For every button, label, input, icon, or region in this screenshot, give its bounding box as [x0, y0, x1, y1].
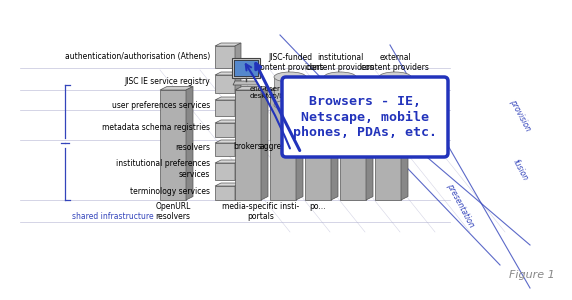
- Polygon shape: [235, 87, 267, 90]
- Text: institutional
content providers: institutional content providers: [306, 52, 374, 72]
- Polygon shape: [215, 120, 241, 123]
- Polygon shape: [324, 77, 356, 105]
- Polygon shape: [270, 90, 296, 200]
- Polygon shape: [296, 87, 302, 140]
- Polygon shape: [160, 86, 193, 90]
- Polygon shape: [401, 86, 408, 200]
- Polygon shape: [375, 90, 401, 200]
- Text: resolvers: resolvers: [175, 143, 210, 152]
- Polygon shape: [379, 77, 411, 105]
- Text: shared infrastructure: shared infrastructure: [72, 212, 154, 221]
- Polygon shape: [235, 97, 241, 116]
- Text: JISC-funded
content providers: JISC-funded content providers: [256, 52, 324, 72]
- Polygon shape: [232, 58, 260, 78]
- Polygon shape: [215, 123, 235, 137]
- Polygon shape: [215, 160, 241, 163]
- Text: end-user
desktop/browser: end-user desktop/browser: [250, 86, 308, 99]
- Text: JISC IE service registry: JISC IE service registry: [124, 77, 210, 86]
- Polygon shape: [235, 43, 241, 68]
- Polygon shape: [215, 97, 241, 100]
- Polygon shape: [215, 75, 235, 93]
- Polygon shape: [215, 72, 241, 75]
- Polygon shape: [235, 160, 241, 180]
- Polygon shape: [215, 43, 241, 46]
- Polygon shape: [366, 86, 373, 200]
- Polygon shape: [366, 87, 372, 140]
- Text: user preferences services: user preferences services: [112, 101, 210, 110]
- Text: fusion: fusion: [511, 158, 530, 182]
- Polygon shape: [305, 90, 331, 140]
- Text: brokers: brokers: [233, 142, 263, 151]
- Polygon shape: [261, 86, 268, 200]
- Ellipse shape: [324, 100, 356, 110]
- Text: indexes: indexes: [338, 142, 368, 151]
- Polygon shape: [270, 86, 303, 90]
- Polygon shape: [331, 86, 338, 200]
- Text: metadata schema registries: metadata schema registries: [102, 124, 210, 133]
- Polygon shape: [215, 143, 235, 156]
- Polygon shape: [235, 90, 261, 140]
- Polygon shape: [186, 86, 193, 200]
- Polygon shape: [235, 90, 261, 200]
- Polygon shape: [235, 140, 241, 156]
- Polygon shape: [305, 90, 331, 200]
- Polygon shape: [233, 81, 258, 85]
- Text: aggregators: aggregators: [260, 142, 307, 151]
- Text: OpenURL
resolvers: OpenURL resolvers: [156, 202, 190, 221]
- Text: po...: po...: [310, 202, 326, 211]
- Polygon shape: [215, 186, 235, 200]
- Polygon shape: [270, 90, 296, 140]
- Polygon shape: [274, 77, 306, 105]
- Ellipse shape: [379, 100, 411, 110]
- Ellipse shape: [379, 72, 411, 82]
- Polygon shape: [234, 60, 258, 76]
- Text: presentation: presentation: [444, 182, 475, 229]
- Polygon shape: [331, 87, 337, 140]
- Polygon shape: [215, 163, 235, 180]
- Text: terminology services: terminology services: [130, 188, 210, 196]
- Polygon shape: [235, 72, 241, 93]
- Polygon shape: [215, 46, 235, 68]
- Text: Figure 1: Figure 1: [509, 270, 555, 280]
- Polygon shape: [340, 86, 373, 90]
- Polygon shape: [296, 86, 303, 200]
- Polygon shape: [215, 100, 235, 116]
- Text: catalogues: catalogues: [297, 142, 339, 151]
- Polygon shape: [215, 183, 241, 186]
- Text: institutional preferences
services: institutional preferences services: [116, 159, 210, 179]
- Polygon shape: [261, 87, 267, 140]
- Polygon shape: [305, 87, 337, 90]
- Polygon shape: [340, 90, 366, 200]
- Ellipse shape: [274, 72, 306, 82]
- Polygon shape: [235, 120, 241, 137]
- Text: provision: provision: [508, 98, 532, 133]
- FancyBboxPatch shape: [282, 77, 448, 157]
- Text: Browsers - IE,
Netscape, mobile
phones, PDAs, etc.: Browsers - IE, Netscape, mobile phones, …: [293, 95, 437, 139]
- Polygon shape: [235, 183, 241, 200]
- Text: media-specific insti-
portals: media-specific insti- portals: [223, 202, 300, 221]
- Text: external
content providers: external content providers: [361, 52, 429, 72]
- Polygon shape: [375, 86, 408, 90]
- Polygon shape: [234, 60, 258, 76]
- Polygon shape: [235, 86, 268, 90]
- Polygon shape: [270, 87, 302, 90]
- Ellipse shape: [324, 72, 356, 82]
- Polygon shape: [305, 86, 338, 90]
- Polygon shape: [160, 90, 186, 200]
- Polygon shape: [340, 87, 372, 90]
- Ellipse shape: [274, 100, 306, 110]
- Polygon shape: [215, 140, 241, 143]
- Polygon shape: [340, 90, 366, 140]
- Text: authentication/authorisation (Athens): authentication/authorisation (Athens): [65, 52, 210, 62]
